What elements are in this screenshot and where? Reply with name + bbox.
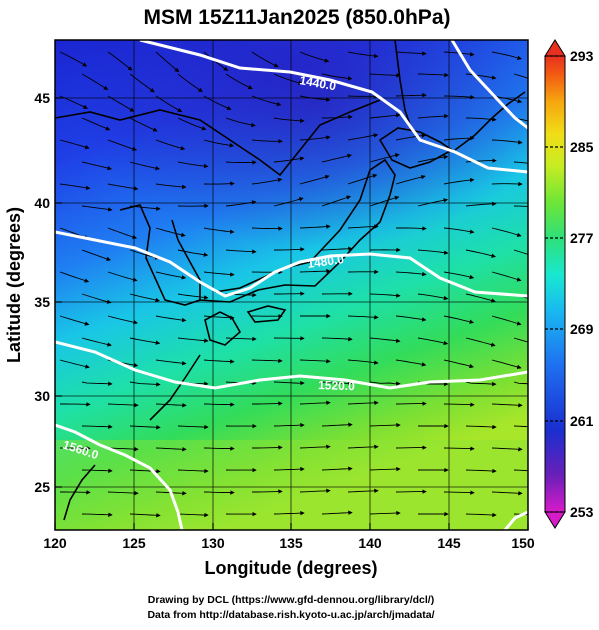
y-axis-label: Latitude (degrees) (4, 207, 24, 363)
y-tick-label: 25 (34, 479, 50, 495)
x-tick-label: 130 (201, 535, 225, 551)
y-tick-label: 40 (34, 195, 50, 211)
x-tick-label: 135 (279, 535, 303, 551)
x-tick-label: 125 (122, 535, 146, 551)
colorbar-top-arrow (545, 40, 565, 56)
figure-title: MSM 15Z11Jan2025 (850.0hPa) (143, 6, 450, 29)
warm-south-shading (55, 440, 528, 530)
colorbar-label: 293 (570, 48, 594, 64)
colorbar-bottom-arrow (545, 512, 565, 528)
colorbar-label: 269 (570, 321, 594, 337)
contour-label-1520: 1520.0 (318, 378, 355, 393)
colorbar-label: 253 (570, 504, 594, 520)
x-tick-label: 140 (358, 535, 382, 551)
colorbar-label: 261 (570, 413, 594, 429)
x-tick-label: 145 (437, 535, 461, 551)
cold-core-shading (55, 40, 528, 340)
y-tick-label: 45 (34, 90, 50, 106)
wind-streamline (204, 448, 234, 449)
y-tick-label: 35 (34, 294, 50, 310)
wind-streamline (204, 404, 234, 405)
colorbar-label: 277 (570, 230, 594, 246)
colorbar-label: 285 (570, 139, 594, 155)
x-axis-label: Longitude (degrees) (204, 558, 377, 578)
colorbar: 293 285 277 269 261 253 (545, 40, 594, 528)
plot-area (55, 40, 544, 530)
y-tick-label: 30 (34, 388, 50, 404)
wind-streamline (204, 492, 234, 493)
x-tick-label: 150 (511, 535, 535, 551)
credit-line-1: Drawing by DCL (https://www.gfd-dennou.o… (148, 594, 434, 606)
credit-line-2: Data from http://database.rish.kyoto-u.a… (147, 609, 434, 621)
colorbar-scale (545, 56, 565, 512)
wind-streamline (226, 162, 256, 163)
x-tick-label: 120 (43, 535, 67, 551)
